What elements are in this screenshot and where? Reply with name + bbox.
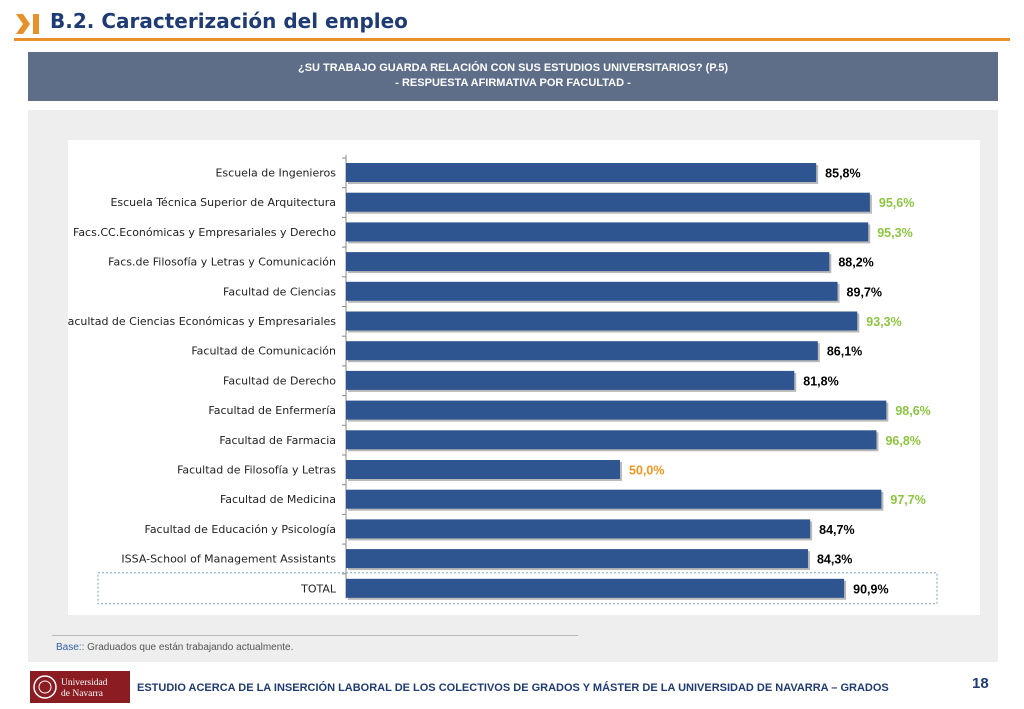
bar	[346, 578, 845, 598]
base-divider	[52, 635, 578, 636]
category-label: Facs.de Filosofía y Letras y Comunicació…	[108, 256, 336, 269]
footer-text: ESTUDIO ACERCA DE LA INSERCIÓN LABORAL D…	[137, 682, 889, 694]
data-label: 98,6%	[895, 404, 930, 418]
data-label: 84,7%	[819, 523, 854, 537]
data-label: 86,1%	[827, 345, 862, 359]
data-label: 93,3%	[866, 315, 901, 329]
data-label: 81,8%	[803, 374, 838, 388]
total-highlight-box	[97, 572, 938, 605]
category-label: Escuela de Ingenieros	[215, 167, 336, 180]
data-label: 96,8%	[885, 434, 920, 448]
bar	[346, 400, 887, 420]
page-number: 18	[972, 675, 989, 692]
bar	[346, 519, 811, 539]
category-label: TOTAL	[300, 582, 337, 595]
category-label: Facultad de Educación y Psicología	[145, 523, 337, 536]
data-label: 95,6%	[879, 196, 914, 210]
category-label: Facultad de Enfermería	[208, 404, 336, 417]
title-divider	[14, 38, 1010, 41]
logo-line-2: de Navarra	[61, 689, 104, 699]
university-logo: Universidad de Navarra	[30, 671, 130, 703]
question-text: ¿SU TRABAJO GUARDA RELACIÓN CON SUS ESTU…	[297, 62, 729, 74]
category-label: Facultad de Derecho	[223, 374, 336, 387]
chart-area: Escuela de Ingenieros 85,8% Escuela Técnic…	[68, 140, 980, 615]
bar	[346, 311, 858, 331]
data-label: 88,2%	[838, 256, 873, 270]
page-title: B.2. Caracterización del empleo	[50, 9, 408, 33]
bar	[346, 430, 877, 450]
question-subtitle: - RESPUESTA AFIRMATIVA POR FACULTAD -	[395, 77, 631, 89]
category-label: Facultad de Medicina	[220, 493, 336, 506]
base-label: Base:	[56, 642, 82, 653]
bar	[346, 163, 817, 182]
bar	[346, 549, 808, 569]
category-label: ISSA-School of Management Assistants	[121, 553, 336, 566]
category-label: Facultad de Farmacia	[219, 434, 336, 447]
bar	[346, 192, 870, 212]
question-banner: ¿SU TRABAJO GUARDA RELACIÓN CON SUS ESTU…	[28, 52, 998, 101]
category-label: Facultad de Filosofía y Letras	[177, 464, 336, 477]
logo-line-1: Universidad	[61, 678, 108, 688]
data-label: 84,3%	[817, 553, 852, 567]
bar	[346, 252, 830, 272]
bar	[346, 341, 818, 361]
bar	[346, 489, 882, 509]
data-label: 90,9%	[853, 582, 888, 596]
data-label: 50,0%	[629, 464, 664, 478]
base-text: : Graduados que están trabajando actualm…	[81, 642, 294, 653]
data-label: 85,8%	[825, 167, 860, 181]
bar	[346, 460, 620, 479]
category-label: Facultad de Ciencias Económicas y Empres…	[68, 315, 336, 328]
base-note: Base:: Graduados que están trabajando ac…	[56, 642, 293, 653]
bar-chart: Escuela de Ingenieros 85,8% Escuela Técnic…	[68, 155, 938, 605]
category-label: Escuela Técnica Superior de Arquitectura	[110, 196, 336, 209]
bar	[346, 370, 795, 390]
category-label: Facs.CC.Económicas y Empresariales y Der…	[73, 226, 336, 239]
chevron-bar-icon	[16, 14, 39, 34]
data-label: 95,3%	[877, 226, 912, 240]
data-label: 89,7%	[847, 285, 882, 299]
category-label: Facultad de Ciencias	[223, 285, 336, 298]
bar	[346, 222, 869, 242]
category-label: Facultad de Comunicación	[191, 345, 336, 358]
data-label: 97,7%	[890, 493, 925, 507]
bar	[346, 281, 838, 301]
